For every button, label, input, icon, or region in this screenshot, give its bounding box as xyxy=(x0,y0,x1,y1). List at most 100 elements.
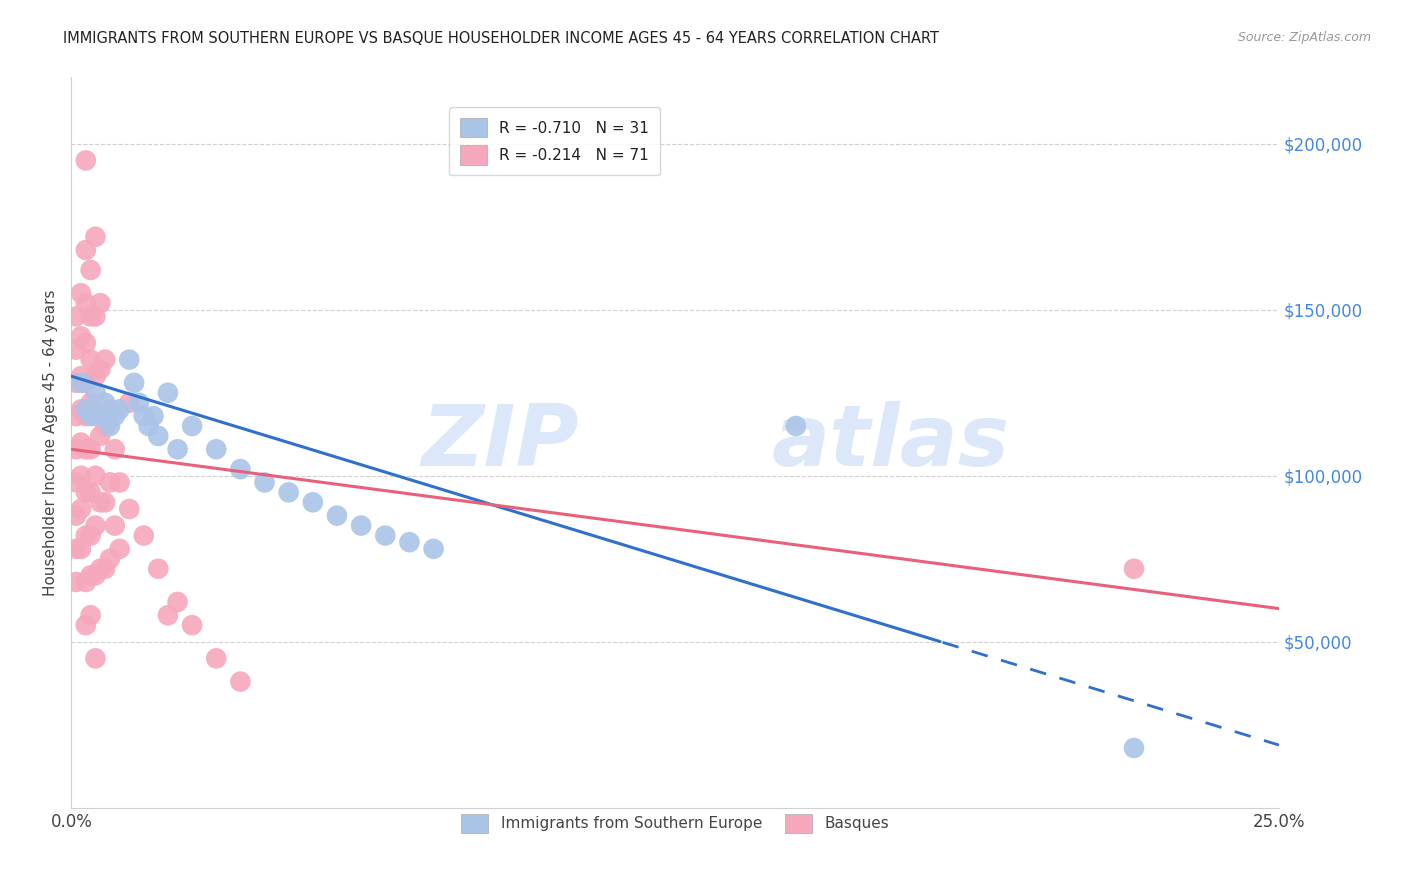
Point xyxy=(75,618,97,632)
Point xyxy=(75,296,97,310)
Point xyxy=(70,402,93,417)
Point xyxy=(79,608,101,623)
Point xyxy=(253,475,276,490)
Point xyxy=(70,286,93,301)
Point xyxy=(84,468,107,483)
Point xyxy=(70,329,93,343)
Point xyxy=(326,508,349,523)
Point xyxy=(98,419,121,434)
Point xyxy=(422,541,444,556)
Text: IMMIGRANTS FROM SOUTHERN EUROPE VS BASQUE HOUSEHOLDER INCOME AGES 45 - 64 YEARS : IMMIGRANTS FROM SOUTHERN EUROPE VS BASQU… xyxy=(63,31,939,46)
Point xyxy=(70,541,93,556)
Point xyxy=(122,376,145,390)
Point xyxy=(94,396,117,410)
Point xyxy=(98,402,121,417)
Text: ZIP: ZIP xyxy=(420,401,578,484)
Point xyxy=(108,475,131,490)
Point xyxy=(75,528,97,542)
Point xyxy=(118,502,141,516)
Point xyxy=(65,310,87,324)
Point xyxy=(229,674,252,689)
Point xyxy=(94,495,117,509)
Point xyxy=(75,574,97,589)
Point xyxy=(350,518,373,533)
Point xyxy=(118,396,141,410)
Point xyxy=(84,385,107,400)
Y-axis label: Householder Income Ages 45 - 64 years: Householder Income Ages 45 - 64 years xyxy=(44,289,58,596)
Point xyxy=(75,442,97,457)
Point xyxy=(148,562,170,576)
Point xyxy=(89,495,111,509)
Point xyxy=(277,485,299,500)
Point xyxy=(89,296,111,310)
Point xyxy=(84,568,107,582)
Point xyxy=(79,352,101,367)
Point xyxy=(374,528,396,542)
Point xyxy=(138,419,160,434)
Point xyxy=(166,442,188,457)
Point xyxy=(108,402,131,417)
Point xyxy=(65,541,87,556)
Point xyxy=(94,419,117,434)
Point xyxy=(132,409,155,423)
Point xyxy=(75,336,97,351)
Point xyxy=(70,502,93,516)
Point xyxy=(89,562,111,576)
Text: Source: ZipAtlas.com: Source: ZipAtlas.com xyxy=(1237,31,1371,45)
Point xyxy=(301,495,323,509)
Point xyxy=(84,229,107,244)
Point xyxy=(108,541,131,556)
Point xyxy=(79,485,101,500)
Point xyxy=(94,562,117,576)
Point xyxy=(70,468,93,483)
Point xyxy=(84,369,107,384)
Point xyxy=(75,153,97,168)
Point xyxy=(205,442,228,457)
Point xyxy=(229,462,252,476)
Point xyxy=(75,376,97,390)
Point xyxy=(89,362,111,376)
Point xyxy=(70,376,93,390)
Point xyxy=(65,508,87,523)
Point xyxy=(132,528,155,542)
Point xyxy=(75,243,97,257)
Point xyxy=(79,568,101,582)
Point xyxy=(84,518,107,533)
Point xyxy=(84,409,107,423)
Point xyxy=(1123,741,1146,756)
Point xyxy=(181,618,204,632)
Point xyxy=(104,518,127,533)
Legend: Immigrants from Southern Europe, Basques: Immigrants from Southern Europe, Basques xyxy=(450,803,900,844)
Point xyxy=(142,409,165,423)
Point xyxy=(118,352,141,367)
Point xyxy=(104,409,127,423)
Point xyxy=(89,429,111,443)
Point xyxy=(79,442,101,457)
Text: atlas: atlas xyxy=(772,401,1010,484)
Point xyxy=(181,419,204,434)
Point xyxy=(148,429,170,443)
Point xyxy=(65,343,87,357)
Point xyxy=(84,651,107,665)
Point xyxy=(156,385,179,400)
Point xyxy=(79,409,101,423)
Point xyxy=(65,442,87,457)
Point xyxy=(70,435,93,450)
Point xyxy=(98,551,121,566)
Point xyxy=(1123,562,1146,576)
Point xyxy=(89,409,111,423)
Point xyxy=(79,310,101,324)
Point xyxy=(84,310,107,324)
Point xyxy=(75,485,97,500)
Point xyxy=(128,396,150,410)
Point xyxy=(75,409,97,423)
Point xyxy=(79,528,101,542)
Point xyxy=(65,409,87,423)
Point xyxy=(104,442,127,457)
Point xyxy=(398,535,420,549)
Point xyxy=(70,369,93,384)
Point xyxy=(65,475,87,490)
Point xyxy=(94,352,117,367)
Point xyxy=(65,574,87,589)
Point xyxy=(79,263,101,277)
